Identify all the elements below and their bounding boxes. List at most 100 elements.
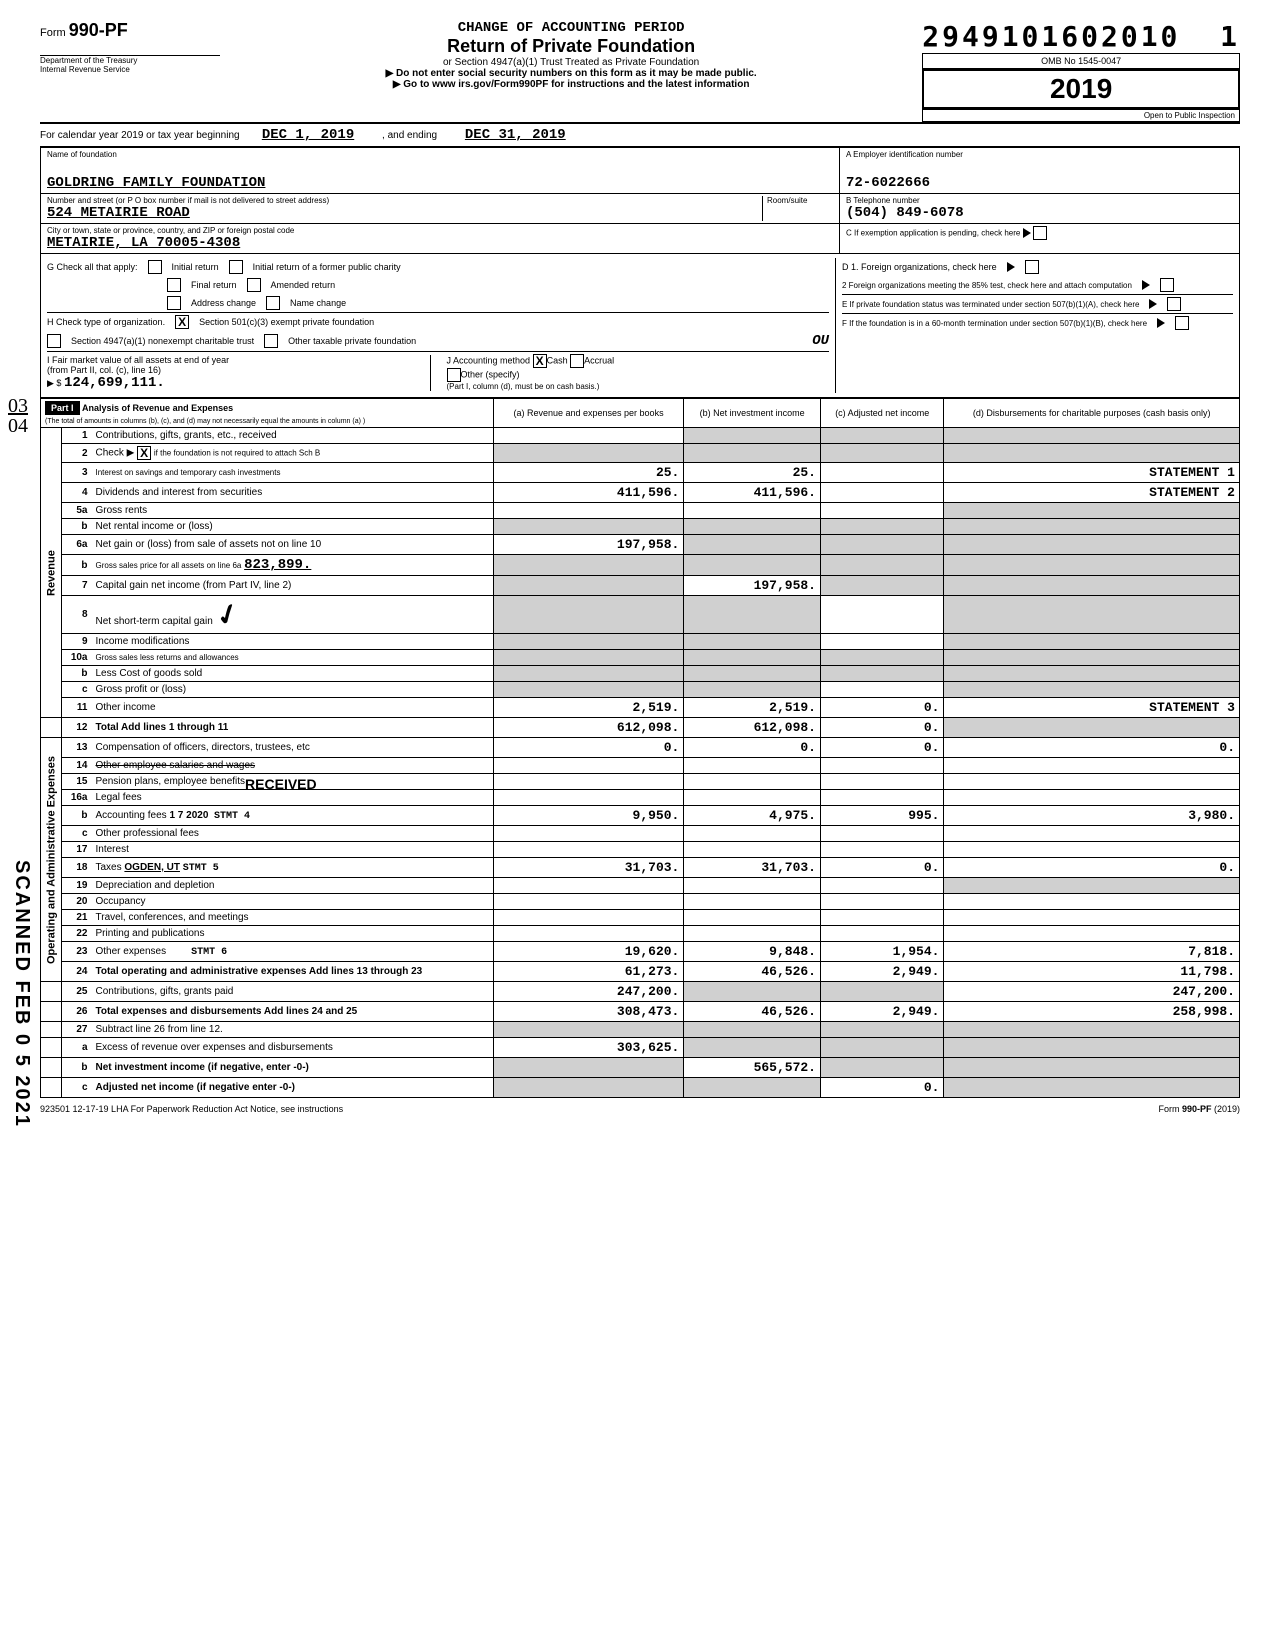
- table-row: 5aGross rents: [41, 503, 1240, 519]
- d2-row: 2 Foreign organizations meeting the 85% …: [842, 276, 1233, 294]
- f-row: F If the foundation is in a 60-month ter…: [842, 313, 1233, 332]
- g-row-3: Address change Name change: [47, 294, 829, 312]
- table-row: 21Travel, conferences, and meetings: [41, 910, 1240, 926]
- arrow-icon: [1149, 299, 1157, 309]
- e-checkbox[interactable]: [1167, 297, 1181, 311]
- h-other-checkbox[interactable]: [264, 334, 278, 348]
- arrow-icon: [1142, 280, 1150, 290]
- f-checkbox[interactable]: [1175, 316, 1189, 330]
- g-amended-checkbox[interactable]: [247, 278, 261, 292]
- cal-mid: , and ending: [382, 130, 437, 141]
- h-other: Other taxable private foundation: [288, 336, 416, 346]
- warn1: ▶ Do not enter social security numbers o…: [220, 68, 922, 79]
- foundation-name: GOLDRING FAMILY FOUNDATION: [47, 175, 833, 191]
- part1-title: Analysis of Revenue and Expenses: [82, 403, 233, 413]
- table-row: 15Pension plans, employee benefits RECEI…: [41, 774, 1240, 790]
- i-label: I Fair market value of all assets at end…: [47, 355, 229, 365]
- form-prefix: Form: [40, 27, 66, 39]
- table-row: 25Contributions, gifts, grants paid247,2…: [41, 982, 1240, 1002]
- d1-label: D 1. Foreign organizations, check here: [842, 262, 997, 272]
- g-addr-checkbox[interactable]: [167, 296, 181, 310]
- table-row: 24Total operating and administrative exp…: [41, 962, 1240, 982]
- revenue-section-label: Revenue: [41, 428, 62, 718]
- table-row: cGross profit or (loss): [41, 682, 1240, 698]
- col-b-header: (b) Net investment income: [684, 399, 821, 428]
- return-title: Return of Private Foundation: [220, 36, 922, 57]
- table-row: 8Net short-term capital gain ✓: [41, 596, 1240, 634]
- table-row: 12Total Add lines 1 through 11612,098.61…: [41, 718, 1240, 738]
- doc-id: 2949101602010: [922, 20, 1180, 53]
- e-row: E If private foundation status was termi…: [842, 294, 1233, 313]
- received-stamp: RECEIVED: [245, 776, 317, 792]
- scanned-stamp: SCANNED FEB 0 5 2021: [10, 860, 33, 1128]
- g-final: Final return: [191, 280, 237, 290]
- table-row: Operating and Administrative Expenses 13…: [41, 738, 1240, 758]
- h-row: H Check type of organization. X Section 5…: [47, 312, 829, 331]
- g-name-checkbox[interactable]: [266, 296, 280, 310]
- table-row: bLess Cost of goods sold: [41, 666, 1240, 682]
- foundation-address: 524 METAIRIE ROAD: [47, 205, 758, 221]
- j-other: Other (specify): [461, 369, 520, 379]
- room-label: Room/suite: [767, 196, 833, 205]
- d2-checkbox[interactable]: [1160, 278, 1174, 292]
- omb-number: OMB No 1545-0047: [922, 53, 1240, 69]
- tax-year: 2019: [922, 69, 1240, 109]
- margin-ou: OU: [812, 333, 829, 349]
- g-initial-former-checkbox[interactable]: [229, 260, 243, 274]
- g-row: G Check all that apply: Initial return I…: [47, 258, 829, 276]
- g-initial-checkbox[interactable]: [148, 260, 162, 274]
- table-row: bGross sales price for all assets on lin…: [41, 555, 1240, 576]
- table-row: 16aLegal fees: [41, 790, 1240, 806]
- tax-year-end: DEC 31, 2019: [465, 127, 566, 143]
- j-cash: Cash: [547, 355, 568, 365]
- c-label: C If exemption application is pending, c…: [846, 228, 1020, 237]
- d1-row: D 1. Foreign organizations, check here: [842, 258, 1233, 276]
- table-row: 22Printing and publications: [41, 926, 1240, 942]
- form-header: Form 990-PF Department of the Treasury I…: [40, 20, 1240, 122]
- subtitle: or Section 4947(a)(1) Trust Treated as P…: [220, 57, 922, 68]
- table-row: 26Total expenses and disbursements Add l…: [41, 1002, 1240, 1022]
- address-cell: Number and street (or P O box number if …: [41, 194, 839, 224]
- d1-checkbox[interactable]: [1025, 260, 1039, 274]
- table-row: bNet rental income or (loss): [41, 519, 1240, 535]
- table-row: 2Check ▶ X if the foundation is not requ…: [41, 444, 1240, 463]
- phone-cell: B Telephone number (504) 849-6078: [840, 194, 1239, 224]
- j-other-checkbox[interactable]: [447, 368, 461, 382]
- i-from: (from Part II, col. (c), line 16): [47, 365, 161, 375]
- phone-label: B Telephone number: [846, 196, 1233, 205]
- table-row: 27Subtract line 26 from line 12.: [41, 1022, 1240, 1038]
- c-cell: C If exemption application is pending, c…: [840, 224, 1239, 250]
- dept-line-1: Department of the Treasury: [40, 56, 220, 65]
- table-row: 3Interest on savings and temporary cash …: [41, 463, 1240, 483]
- form-id-block: Form 990-PF Department of the Treasury I…: [40, 20, 220, 74]
- table-row: 17Interest: [41, 842, 1240, 858]
- foundation-info-grid: Name of foundation GOLDRING FAMILY FOUND…: [40, 147, 1240, 254]
- g-final-checkbox[interactable]: [167, 278, 181, 292]
- footer-left: 923501 12-17-19 LHA For Paperwork Reduct…: [40, 1104, 343, 1114]
- f-label: F If the foundation is in a 60-month ter…: [842, 319, 1147, 328]
- j-cash-checkbox[interactable]: X: [533, 354, 547, 368]
- h-label: H Check type of organization.: [47, 317, 165, 327]
- h-4947-checkbox[interactable]: [47, 334, 61, 348]
- check-section: G Check all that apply: Initial return I…: [40, 254, 1240, 398]
- h-501: Section 501(c)(3) exempt private foundat…: [199, 317, 374, 327]
- table-row: 4Dividends and interest from securities4…: [41, 483, 1240, 503]
- table-row: 9Income modifications: [41, 634, 1240, 650]
- margin-04: 04: [8, 415, 28, 438]
- name-cell: Name of foundation GOLDRING FAMILY FOUND…: [41, 148, 839, 194]
- schb-checkbox[interactable]: X: [137, 446, 151, 460]
- h-501-checkbox[interactable]: X: [175, 315, 189, 329]
- table-row: bAccounting fees 1 7 2020 STMT 49,950.4,…: [41, 806, 1240, 826]
- doc-id-suffix: 1: [1220, 20, 1240, 53]
- cal-prefix: For calendar year 2019 or tax year begin…: [40, 130, 240, 141]
- table-row: bNet investment income (if negative, ent…: [41, 1058, 1240, 1078]
- j-accrual-checkbox[interactable]: [570, 354, 584, 368]
- c-checkbox[interactable]: [1033, 226, 1047, 240]
- col-c-header: (c) Adjusted net income: [820, 399, 943, 428]
- j-label: J Accounting method: [447, 355, 531, 365]
- i-value: 124,699,111.: [64, 375, 165, 391]
- city-label: City or town, state or province, country…: [47, 226, 833, 235]
- h-row-2: Section 4947(a)(1) nonexempt charitable …: [47, 331, 829, 351]
- addr-label: Number and street (or P O box number if …: [47, 196, 758, 205]
- name-label: Name of foundation: [47, 150, 833, 159]
